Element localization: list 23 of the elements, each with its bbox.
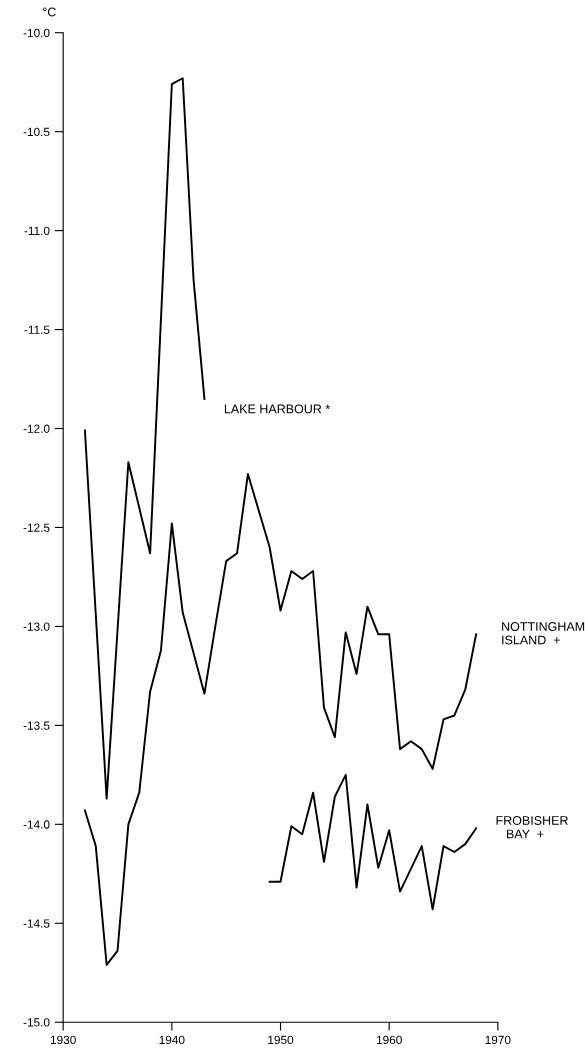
y-tick-label: -13.0 <box>23 622 50 631</box>
line-series <box>268 773 478 911</box>
x-tick-label: 1940 <box>159 1035 185 1045</box>
y-tick-label: -11.5 <box>24 325 50 334</box>
y-tick-label: -14.0 <box>23 820 50 829</box>
series-label: FROBISHER BAY + <box>496 816 568 839</box>
line-series <box>83 473 478 966</box>
line-series <box>83 77 206 800</box>
y-tick-label: -12.5 <box>23 523 50 532</box>
y-tick-label: -11.0 <box>24 226 50 236</box>
x-tick-label: 1970 <box>485 1035 511 1045</box>
x-tick-label: 1960 <box>376 1035 402 1045</box>
y-tick-label: -15.0 <box>23 1018 50 1027</box>
y-tick-label: -14.5 <box>23 919 50 928</box>
x-tick-label: 1950 <box>268 1035 294 1045</box>
series-label: LAKE HARBOUR * <box>224 404 330 414</box>
text: NOTTINGHAM ISLAND + <box>502 622 585 645</box>
y-tick-label: -10.0 <box>23 28 50 38</box>
y-axis-title: °C <box>43 7 56 17</box>
x-tick-label: 1930 <box>50 1035 76 1045</box>
y-tick-label: -12.0 <box>23 424 50 433</box>
y-tick-label: -10.5 <box>23 127 50 137</box>
y-tick-label: -13.5 <box>23 721 50 730</box>
